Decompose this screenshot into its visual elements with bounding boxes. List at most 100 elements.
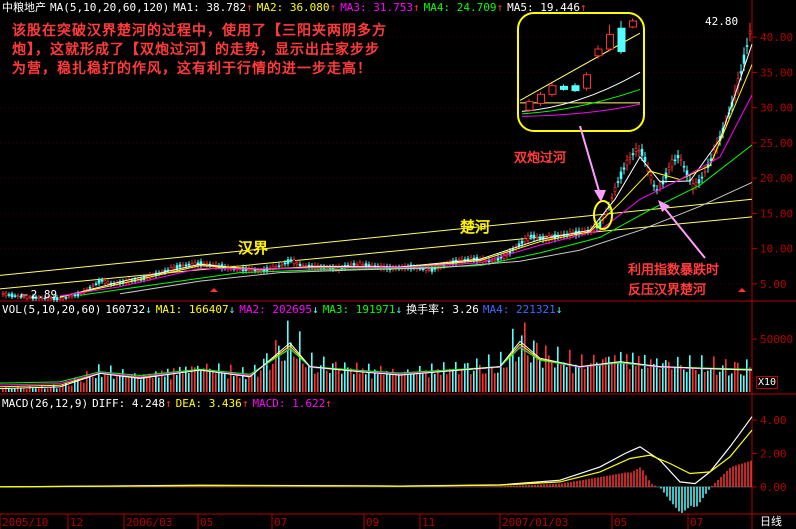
candle-body	[694, 182, 698, 186]
candle-body	[649, 175, 653, 181]
volume-bar	[737, 362, 739, 392]
candle-body	[16, 295, 20, 298]
macd-label: MACD(26,12,9)	[2, 397, 89, 410]
volume-bar	[329, 373, 331, 392]
volume-bar	[743, 375, 745, 392]
candle-body	[97, 279, 101, 284]
volume-bar	[338, 368, 340, 392]
volume-bar	[14, 388, 16, 392]
volume-bar	[119, 374, 121, 392]
inset-candle-body	[617, 27, 626, 52]
volume-bar	[620, 351, 622, 392]
candle-body	[469, 257, 473, 260]
candle-body	[742, 54, 746, 64]
volume-bar	[293, 356, 295, 392]
candle-body	[367, 264, 371, 267]
candle-body	[658, 184, 662, 188]
candle-body	[37, 296, 41, 299]
volume-bar	[341, 373, 343, 392]
volume-bar	[527, 355, 529, 392]
volume-bar	[371, 378, 373, 392]
candle-body	[676, 155, 680, 159]
volume-bar	[683, 369, 685, 392]
volume-bar	[194, 367, 196, 392]
volume-bar	[140, 379, 142, 392]
volume-ma-line	[0, 346, 753, 384]
volume-bar	[632, 352, 634, 392]
volume-bar	[74, 378, 76, 392]
volume-bar	[713, 356, 715, 392]
volume-bar	[86, 371, 88, 392]
macd-tick-label: 2.00	[760, 447, 787, 460]
volume-bar	[665, 360, 667, 392]
volume-bar	[59, 388, 61, 392]
volume-bar	[335, 361, 337, 392]
candle-body	[25, 295, 29, 299]
volume-bar	[470, 374, 472, 392]
volume-bar	[494, 373, 496, 392]
volume-bar	[644, 354, 646, 392]
candle-body	[361, 264, 365, 266]
time-tick-label: 2007/01/03	[502, 516, 568, 529]
volume-bar	[302, 363, 304, 392]
volume-bar	[278, 345, 280, 392]
time-tick-label: 07	[274, 516, 287, 529]
candle-body	[535, 236, 539, 239]
volume-bar	[545, 345, 547, 392]
volume-bar	[530, 362, 532, 392]
volume-bar	[332, 363, 334, 392]
volume-bar	[749, 367, 751, 392]
volume-bar	[518, 356, 520, 392]
volume-bar	[356, 362, 358, 392]
volume-bar	[623, 364, 625, 392]
candle-body	[178, 264, 182, 268]
price-tick-label: 5.00	[760, 278, 787, 291]
volume-bar	[236, 374, 238, 392]
inset-candle-body	[583, 74, 591, 89]
volume-bar	[722, 365, 724, 392]
analysis-text: 该股在突破汉界楚河的过程中，使用了【三阳夹两阴多方炮】，这就形成了【双炮过河】的…	[12, 23, 387, 77]
volume-bar	[263, 358, 265, 392]
volume-bar	[212, 372, 214, 392]
volume-bar	[23, 388, 25, 392]
inset-candle-body	[548, 85, 557, 95]
volume-bar	[56, 388, 58, 392]
candle-body	[613, 187, 617, 192]
volume-bar	[239, 377, 241, 392]
volume-bar	[476, 358, 478, 392]
period-label[interactable]: 日线	[760, 515, 782, 528]
volume-bar	[35, 388, 37, 392]
candle-body	[526, 235, 530, 241]
volume-bar	[5, 387, 7, 392]
candle-body	[523, 238, 527, 243]
candle-body	[61, 297, 65, 300]
volume-bar	[539, 360, 541, 392]
candle-body	[19, 296, 23, 298]
volume-bar	[428, 377, 430, 392]
candle-body	[301, 265, 305, 268]
volume-bar	[641, 368, 643, 392]
volume-bar	[209, 368, 211, 392]
volume-bar	[134, 373, 136, 392]
volume-bar	[650, 359, 652, 392]
volume-bar	[575, 364, 577, 392]
candle-body	[604, 211, 608, 215]
volume-bar	[218, 363, 220, 392]
candle-body	[631, 153, 635, 156]
volume-bar	[377, 374, 379, 392]
volume-bar	[224, 373, 226, 392]
volume-bar	[296, 358, 298, 392]
time-tick-label: 11	[422, 516, 435, 529]
time-tick-label: 05	[200, 516, 213, 529]
candle-body	[538, 237, 542, 239]
volume-bar	[254, 364, 256, 392]
candle-body	[622, 167, 626, 170]
volume-bar	[167, 368, 169, 392]
volume-bar	[452, 369, 454, 392]
volume-bar	[284, 360, 286, 392]
candle-body	[370, 264, 374, 267]
volume-bar	[164, 376, 166, 392]
volume-bar	[146, 375, 148, 392]
volume-bar	[62, 384, 64, 392]
